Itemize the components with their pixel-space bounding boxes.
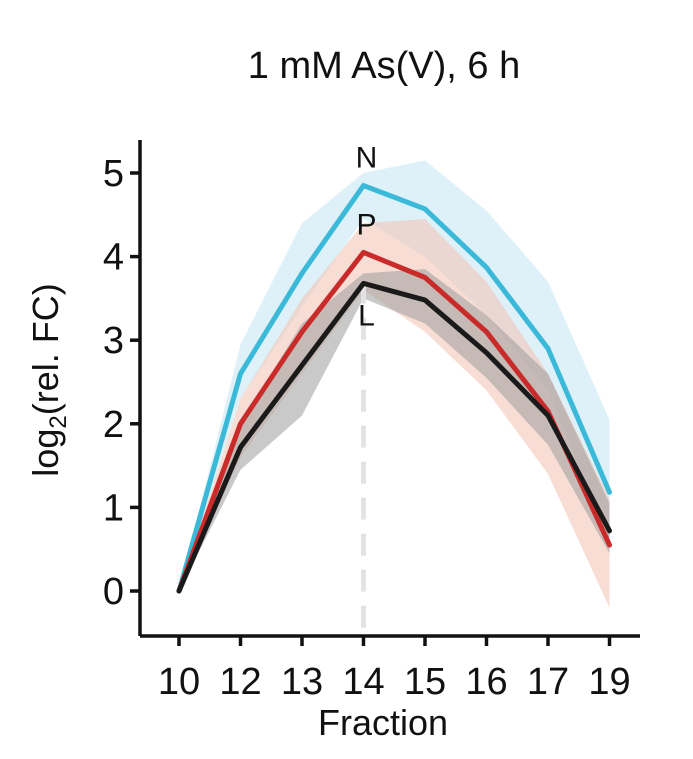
x-tick-label: 15	[404, 661, 446, 703]
x-tick-label: 17	[527, 661, 569, 703]
band-N	[179, 160, 610, 591]
band-P	[179, 218, 610, 608]
x-tick-label: 13	[281, 661, 323, 703]
y-axis-label-main: log	[25, 429, 66, 477]
y-axis-label-subscript: 2	[45, 415, 72, 428]
series-lines	[176, 183, 612, 594]
series-line-L	[176, 280, 612, 594]
x-tick-label: 12	[219, 661, 261, 703]
x-tick-label: 14	[342, 661, 384, 703]
y-axis-label: log2(rel. FC)	[25, 283, 72, 476]
x-tick-label: 19	[588, 661, 630, 703]
x-axis-label: Fraction	[318, 702, 448, 743]
chart-title: 1 mM As(V), 6 h	[248, 45, 520, 87]
series-labels: NP L	[356, 142, 378, 333]
y-tick-label: 2	[103, 404, 124, 446]
confidence-bands	[179, 160, 610, 608]
x-tick-label: 16	[465, 661, 507, 703]
y-axis-label-rest: (rel. FC)	[25, 283, 66, 415]
series-line-N	[176, 183, 612, 594]
y-tick-label: 3	[103, 320, 124, 362]
y-ticks: 0 1 2 3 4 5	[103, 153, 140, 613]
series-label-P: P	[356, 208, 376, 241]
series-line-P	[176, 249, 612, 594]
x-tick-label: 10	[158, 661, 200, 703]
y-tick-label: 1	[103, 487, 124, 529]
y-tick-label: 4	[103, 237, 124, 279]
x-ticks: 10 12 13 14 15 16 17 19	[158, 636, 631, 703]
y-tick-label: 0	[103, 571, 124, 613]
y-tick-label: 5	[103, 153, 124, 195]
series-label-L: L	[358, 299, 375, 332]
axes	[138, 140, 640, 638]
series-label-N: N	[356, 142, 378, 175]
